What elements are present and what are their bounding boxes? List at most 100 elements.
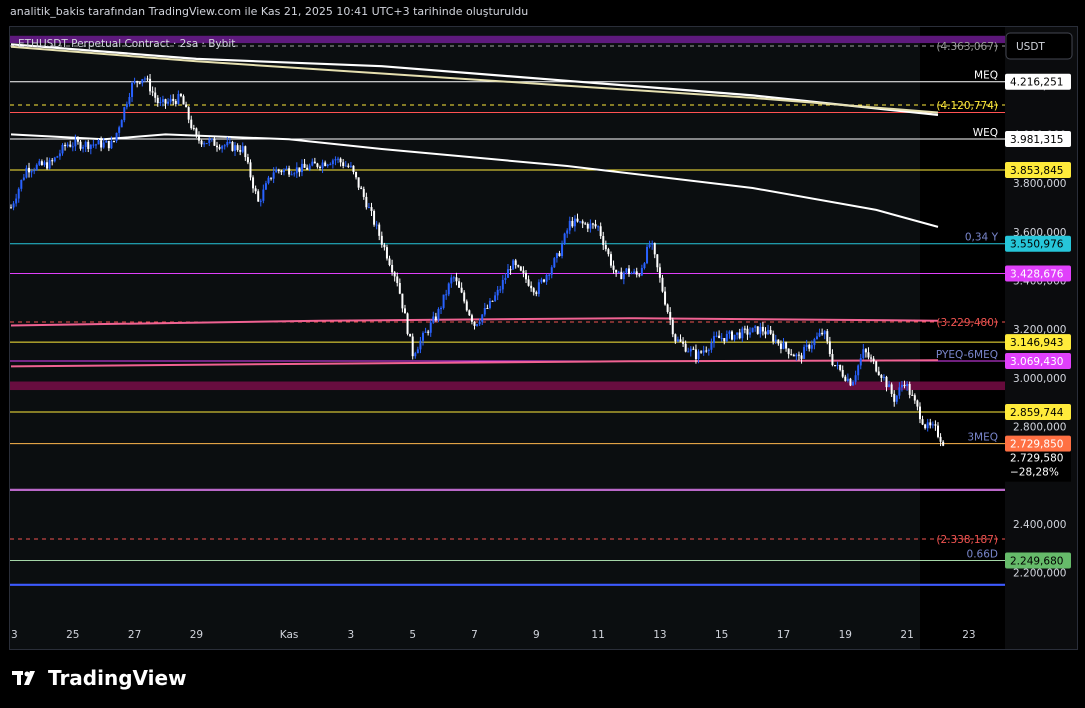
candle-body	[249, 162, 252, 178]
candle-body	[133, 81, 136, 83]
symbol-title[interactable]: ETHUSDT Perpetual Contract · 2sa · Bybit	[18, 38, 235, 50]
x-tick-label: 3	[348, 629, 355, 641]
candle-body	[571, 220, 574, 227]
candle-body	[288, 168, 291, 175]
price-tag: 3.146,943	[1010, 337, 1063, 349]
candle-body	[143, 78, 146, 80]
candle-body	[94, 144, 97, 146]
candle-body	[651, 243, 654, 245]
candle-body	[306, 167, 309, 170]
candle-body	[285, 168, 288, 170]
moving-average-line	[10, 133, 939, 228]
price-tag: 3.069,430	[1010, 356, 1063, 368]
candle-body	[638, 274, 641, 276]
candle-body	[17, 188, 20, 199]
candle-body	[749, 332, 752, 335]
zone-band	[10, 35, 1005, 44]
candle-body	[414, 353, 417, 357]
candle-body	[759, 326, 762, 334]
candle-body	[185, 104, 188, 108]
candle-body	[331, 160, 334, 165]
price-tag: 3.853,845	[1010, 165, 1063, 177]
candle-body	[422, 332, 424, 341]
candle-body	[349, 165, 352, 167]
candle-body	[164, 99, 167, 104]
moving-average-line	[10, 45, 939, 114]
candle-body	[509, 269, 512, 271]
candle-body	[821, 332, 824, 335]
level-name: MEQ	[974, 70, 998, 82]
candle-body	[664, 291, 667, 305]
candle-body	[841, 369, 844, 377]
price-tag-bg	[1005, 435, 1071, 452]
candle-body	[375, 224, 378, 226]
chart-panel[interactable]: 4.400,0004.200,0004.000,0003.800,0003.60…	[9, 26, 1078, 650]
price-tag: 3.981,315	[1010, 134, 1063, 146]
x-tick-label: 19	[839, 629, 852, 641]
candle-body	[458, 281, 461, 288]
candle-body	[473, 321, 476, 326]
candle-body	[671, 319, 674, 335]
candle-body	[138, 82, 141, 84]
candle-body	[550, 267, 553, 275]
y-tick-label: 2.400,000	[1013, 519, 1066, 531]
candle-body	[527, 279, 530, 286]
candle-body	[756, 326, 759, 334]
candle-body	[221, 146, 224, 149]
candle-body	[815, 336, 818, 340]
candle-body	[275, 169, 278, 173]
candle-body	[828, 341, 831, 355]
candle-body	[177, 93, 180, 104]
candle-body	[295, 167, 298, 174]
candle-body	[785, 342, 788, 349]
candle-body	[264, 183, 267, 190]
candle-body	[908, 383, 911, 395]
candle-body	[53, 157, 56, 162]
candle-body	[504, 277, 507, 280]
candle-body	[496, 289, 499, 296]
candle-body	[35, 164, 38, 170]
candle-body	[169, 98, 172, 102]
candle-body	[452, 277, 455, 279]
candle-body	[893, 393, 896, 402]
candle-body	[123, 107, 126, 121]
candle-body	[769, 329, 772, 334]
moving-average-line	[10, 43, 939, 116]
candle-body	[743, 328, 746, 330]
x-tick-label: 7	[471, 629, 478, 641]
candle-body	[900, 384, 903, 388]
candle-body	[733, 334, 736, 340]
candle-body	[362, 189, 365, 197]
candle-body	[710, 342, 713, 350]
candle-body	[228, 141, 231, 143]
candle-body	[877, 371, 880, 376]
candle-body	[857, 365, 860, 376]
x-tick-label: Kas	[280, 629, 299, 641]
candle-body	[300, 163, 303, 173]
level-price-label: (3.229,480)	[936, 317, 998, 329]
candle-body	[385, 247, 388, 259]
candle-body	[581, 221, 584, 224]
candle-body	[813, 339, 816, 346]
candle-body	[836, 364, 839, 366]
price-tag-bg	[1005, 235, 1071, 252]
candle-body	[326, 164, 329, 166]
candle-body	[290, 174, 293, 176]
candle-body	[308, 165, 311, 170]
candle-body	[805, 344, 808, 347]
candle-body	[584, 223, 587, 225]
candle-body	[440, 307, 443, 310]
price-tag: 2.859,744	[1010, 407, 1064, 419]
candle-body	[51, 160, 54, 162]
candle-body	[244, 146, 247, 158]
candle-body	[208, 139, 211, 144]
candle-body	[437, 309, 440, 321]
x-tick-label: 17	[777, 629, 790, 641]
candle-body	[197, 136, 200, 141]
candle-body	[342, 162, 345, 166]
price-chart[interactable]: 4.400,0004.200,0004.000,0003.800,0003.60…	[10, 27, 1077, 649]
currency-button[interactable]: USDT	[1005, 32, 1073, 60]
candle-body	[120, 120, 123, 128]
last-price-change: −28,28%	[1010, 467, 1059, 479]
candle-body	[880, 375, 883, 378]
